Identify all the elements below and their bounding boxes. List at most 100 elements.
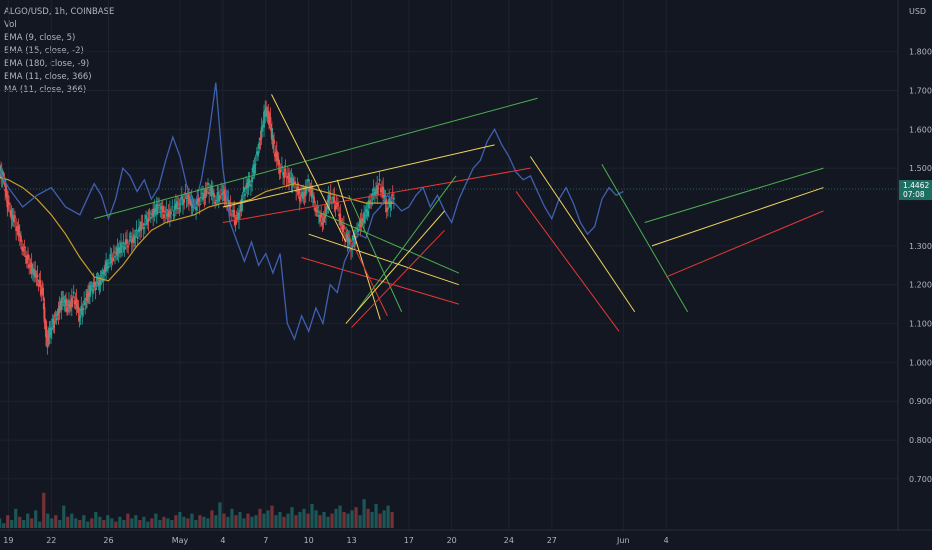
indicator-ema-11[interactable]: EMA (11, close, 366) [4,72,92,82]
indicator-ema-9[interactable]: EMA (9, close, 5) [4,33,76,43]
candle-body [303,191,306,197]
candle-body [208,192,211,195]
trendline-yellow [336,179,381,320]
ema-blue-line [0,82,395,341]
candle-body [101,272,104,274]
candle-body [107,266,109,269]
trendline-red [343,226,388,316]
candle-body [171,206,174,208]
candle-body [370,203,373,205]
candle-body [57,308,60,316]
volume-bar [298,512,302,528]
candle-body [298,196,301,202]
time-tick-label: 17 [404,536,414,545]
candle-body [174,203,177,210]
candle-body [40,289,43,295]
candle-body [29,265,32,268]
candle-body [373,191,376,196]
candle-body [33,268,35,276]
candle-body [54,314,57,316]
candle-body [186,195,189,198]
candle-body [359,219,362,228]
candle-body [121,245,124,248]
candle-body [68,301,70,304]
candle-body [360,218,363,225]
candle-body [239,209,242,212]
time-tick-label: 26 [103,536,113,545]
ema-orange-line [0,176,395,282]
volume-bar [254,515,258,528]
candle-body [44,322,47,324]
candle-body [376,185,379,195]
volume-bar [26,513,30,528]
candle-body [204,189,207,199]
candle-body [350,248,352,251]
candle-body [114,255,116,258]
volume-bar [50,518,54,528]
candle-body [209,189,212,191]
candle-body [253,164,256,175]
candle-body [173,205,176,210]
volume-bar [258,508,262,528]
candle-body [358,224,361,227]
candle-body [12,217,15,223]
candle-body [180,195,183,200]
volume-bar [318,515,322,528]
candle-body [339,213,342,226]
candle-body [97,282,100,286]
volume-bar [118,516,122,528]
volume-indicator-label[interactable]: Vol [4,20,17,30]
candle-body [191,200,194,208]
candle-body [147,218,150,223]
trendline-red [666,210,824,278]
indicator-ema-15[interactable]: EMA (15, close, -2) [4,46,84,56]
volume-bar [34,510,38,528]
candle-body [154,208,157,212]
candle-body [130,239,133,243]
candle-body [383,194,386,198]
candle-body [290,177,293,184]
candle-body [67,304,69,306]
candle-body [103,269,106,275]
candle-body [92,281,95,288]
candle-body [387,207,389,210]
volume-bar [14,508,18,528]
candle-body [151,213,153,215]
candle-body [5,188,8,198]
candle-body [87,292,89,299]
candle-body [326,206,329,208]
candle-body [233,210,236,218]
candle-body [284,168,287,173]
time-axis: 19 22 26 May 4 7 10 13 17 20 24 27 Jun 4 [0,529,932,545]
volume-bar [326,516,330,528]
candle-body [47,335,49,341]
candle-body [276,157,279,161]
indicator-ema-180[interactable]: EMA (180, close, -9) [4,59,90,69]
candle-body [278,169,281,173]
candle-body [244,194,246,197]
time-tick-label: 4 [220,536,225,545]
candle-body [211,190,214,196]
volume-bar [330,513,334,528]
candle-body [60,298,63,311]
candle-body [106,263,108,265]
time-tick-label: 13 [347,536,357,545]
candle-body [219,195,221,199]
candle-body [94,288,97,291]
volume-bar [186,518,190,528]
candle-body [197,198,200,202]
volume-bar [82,515,86,528]
candle-body [89,285,91,298]
volume-bar [374,504,378,528]
symbol-title[interactable]: ALGO/USD, 1h, COINBASE [4,7,115,17]
candle-body [271,137,274,140]
candle-body [51,318,54,324]
candle-body [327,195,330,210]
candle-body [255,151,258,155]
candle-body [294,181,296,184]
candle-body [21,246,24,251]
volume-bar [302,508,306,528]
candle-body [384,196,387,204]
